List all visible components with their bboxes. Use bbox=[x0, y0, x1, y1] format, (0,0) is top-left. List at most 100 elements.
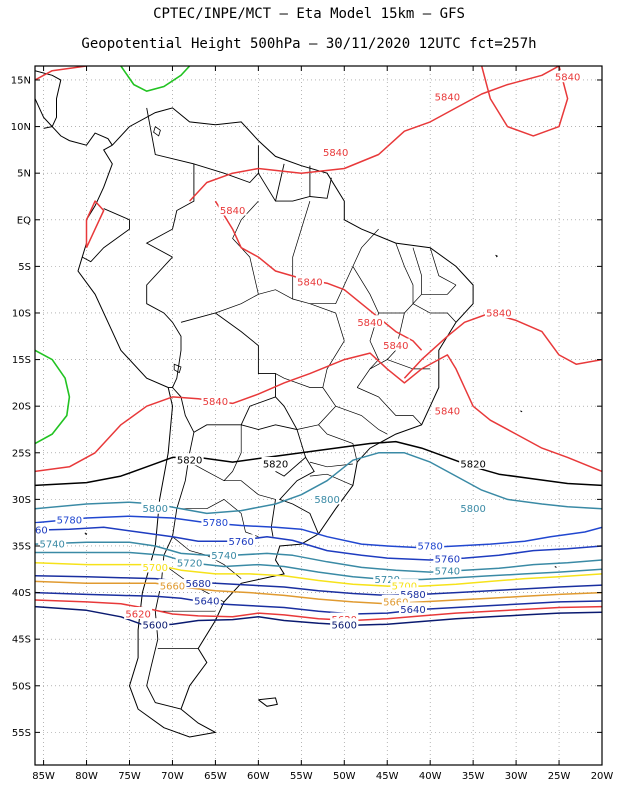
contour-label-bg bbox=[55, 512, 84, 525]
state-border bbox=[181, 498, 259, 538]
contour-5840 bbox=[35, 66, 87, 81]
contour-5840 bbox=[85, 200, 105, 249]
contour-label-bg bbox=[210, 548, 238, 561]
state-border bbox=[429, 247, 457, 286]
contour-5620 bbox=[35, 599, 602, 622]
contour-label-5840: 5840 bbox=[435, 406, 460, 417]
country-border bbox=[146, 256, 182, 388]
contour-label-bg bbox=[175, 453, 204, 466]
lake-outline bbox=[173, 363, 182, 374]
contour-label-5700: 5700 bbox=[392, 582, 417, 593]
lon-tick-label: 70W bbox=[161, 771, 184, 782]
lon-tick-label: 60W bbox=[247, 771, 270, 782]
contour-label-5840: 5840 bbox=[203, 397, 228, 408]
contour-label-bg bbox=[399, 602, 427, 615]
lat-tick-label: 15N bbox=[11, 75, 31, 86]
contour-label-bg bbox=[433, 403, 462, 416]
contour-label-5840: 5840 bbox=[323, 148, 348, 159]
contour-label-5660: 5660 bbox=[383, 597, 408, 608]
contour-label-5640: 5640 bbox=[194, 596, 219, 607]
lon-tick-label: 20W bbox=[591, 771, 614, 782]
contour-label-5640: 5640 bbox=[400, 605, 425, 616]
lon-tick-label: 85W bbox=[32, 771, 55, 782]
contour-label-5840: 5840 bbox=[220, 206, 245, 217]
island bbox=[84, 532, 88, 536]
country-border bbox=[193, 145, 259, 184]
state-border bbox=[412, 247, 422, 295]
contour-5840 bbox=[403, 312, 602, 379]
state-border bbox=[309, 461, 353, 468]
contour-label-bg bbox=[433, 564, 462, 577]
lon-tick-label: 65W bbox=[204, 771, 227, 782]
contour-label-5760: 5760 bbox=[228, 537, 253, 548]
contour-label-bg bbox=[141, 560, 170, 573]
contour-5640 bbox=[35, 591, 602, 615]
contour-label-bg bbox=[321, 145, 350, 158]
map-frame bbox=[34, 65, 603, 766]
lat-tick-label: 10S bbox=[12, 308, 31, 319]
contour-5760 bbox=[35, 526, 602, 561]
contour-labels: 5840 5840 5840 5840 5840 5840 5840 5840 5840 5840… bbox=[22, 70, 582, 632]
contour-label-5740: 5740 bbox=[435, 567, 460, 578]
contour-5840 bbox=[214, 200, 423, 351]
contour-label-bg bbox=[38, 537, 67, 550]
contour-label-bg bbox=[201, 394, 230, 407]
lon-tick-label: 45W bbox=[376, 771, 399, 782]
country-border bbox=[145, 107, 195, 258]
contour-label-bg bbox=[158, 579, 187, 592]
country-border bbox=[275, 396, 298, 430]
contour-label-bg bbox=[184, 576, 213, 589]
state-border bbox=[369, 312, 405, 370]
contour-label-bg bbox=[416, 538, 445, 551]
contour-label-5840: 5840 bbox=[383, 341, 408, 352]
coastline bbox=[258, 697, 278, 707]
state-border bbox=[275, 373, 323, 388]
lon-tick-label: 55W bbox=[290, 771, 313, 782]
contour-label-5600: 5600 bbox=[332, 621, 357, 632]
contour-label-5760: 5760 bbox=[22, 526, 47, 537]
contour-label-5780: 5780 bbox=[57, 515, 82, 526]
lon-tick-label: 35W bbox=[462, 771, 485, 782]
contour-label-bg bbox=[553, 70, 582, 83]
state-border bbox=[309, 473, 354, 486]
coastline bbox=[77, 107, 474, 738]
contour-label-5680: 5680 bbox=[400, 590, 425, 601]
lat-tick-label: 20S bbox=[12, 402, 31, 413]
contour-label-bg bbox=[192, 593, 221, 606]
contour-label-bg bbox=[295, 275, 324, 288]
contour-label-5780: 5780 bbox=[203, 518, 228, 529]
contour-label-5840: 5840 bbox=[297, 278, 322, 289]
lat-tick-label: 40S bbox=[12, 588, 31, 599]
contour-label-bg bbox=[175, 555, 204, 568]
contour-label-5840: 5840 bbox=[486, 308, 511, 319]
lon-tick-label: 30W bbox=[505, 771, 528, 782]
contour-label-bg bbox=[381, 338, 410, 351]
contour-label-bg bbox=[141, 618, 170, 631]
contour-label-bg bbox=[313, 492, 342, 505]
island bbox=[554, 566, 557, 568]
state-border bbox=[189, 461, 276, 500]
lon-tick-label: 80W bbox=[75, 771, 98, 782]
contour-5740 bbox=[35, 541, 602, 573]
coastline bbox=[35, 70, 62, 129]
lat-tick-label: 5N bbox=[17, 169, 31, 180]
lat-tick-label: 55S bbox=[12, 728, 31, 739]
contour-label-5840: 5840 bbox=[435, 92, 460, 103]
lat-tick-label: 25S bbox=[12, 448, 31, 459]
map-title-line-1: CPTEC/INPE/MCT – Eta Model 15km – GFS bbox=[153, 6, 465, 22]
green-contour bbox=[35, 349, 71, 445]
state-border bbox=[292, 200, 311, 299]
contour-label-5620: 5620 bbox=[125, 610, 150, 621]
contour-label-bg bbox=[227, 534, 256, 547]
map-title-line-2: Geopotential Height 500hPa – 30/11/2020 … bbox=[81, 36, 537, 52]
contour-label-5680: 5680 bbox=[186, 579, 211, 590]
country-border bbox=[172, 312, 276, 433]
contour-label-5800: 5800 bbox=[460, 504, 485, 515]
contour-5780 bbox=[35, 515, 602, 549]
green-contour bbox=[120, 66, 191, 93]
contour-label-bg bbox=[459, 501, 488, 514]
contour-5680 bbox=[35, 575, 602, 597]
island bbox=[520, 410, 523, 413]
lon-tick-label: 50W bbox=[333, 771, 356, 782]
